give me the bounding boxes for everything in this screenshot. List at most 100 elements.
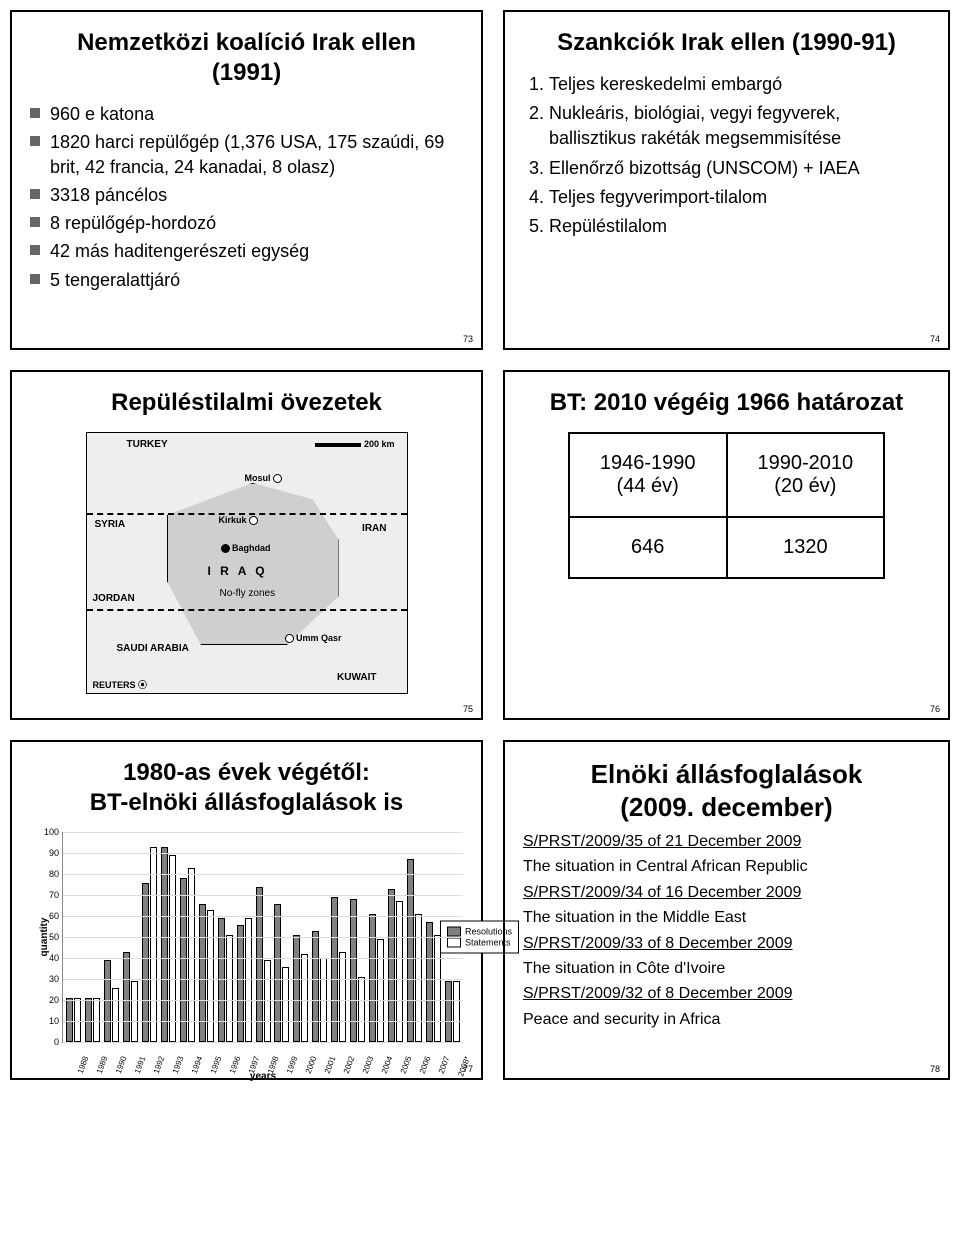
bullet-item: 8 repülőgép-hordozó [30,211,463,235]
x-tick-label: 1990 [114,1055,129,1075]
x-tick-label: 2002 [342,1055,357,1075]
map-city: Umm Qasr [285,633,342,643]
slide-title: BT: 2010 végéig 1966 határozat [523,388,930,418]
bar-statements [377,939,384,1042]
map-country-label: IRAN [362,523,386,534]
bar-resolutions [104,960,111,1042]
map-country-label: JORDAN [93,593,135,604]
y-tick-label: 0 [39,1037,59,1047]
y-tick-label: 40 [39,953,59,963]
x-tick-label: 1999 [285,1055,300,1075]
grid-line [63,937,463,938]
grid-line [63,1042,463,1043]
grid-line [63,853,463,854]
bar-statements [339,952,346,1042]
bar-resolutions [388,889,395,1042]
statement-text: The situation in Central African Republi… [523,856,930,878]
list-item: Nukleáris, biológiai, vegyi fegyverek, b… [549,101,930,151]
data-table: 1946-1990(44 év) 1990-2010(20 év) 646 13… [568,432,885,579]
bar-resolutions [123,952,130,1042]
table-row: 646 1320 [569,517,884,578]
x-tick-label: 1991 [133,1055,148,1075]
slide-title: Elnöki állásfoglalások(2009. december) [523,758,930,823]
nofly-line [87,609,407,611]
bar-statements [188,868,195,1042]
bar-statements [434,935,441,1042]
bar-resolutions [85,998,92,1042]
map-country-label: SYRIA [95,519,126,530]
x-tick-label: 1988 [76,1055,91,1075]
bar-chart: quantity years Resolutions Statements 19… [62,832,463,1043]
bar-group: 2006 [406,859,423,1042]
x-tick-label: 1996 [228,1055,243,1075]
bullet-item: 5 tengeralattjáró [30,268,463,292]
list-item: Teljes kereskedelmi embargó [549,72,930,97]
bullet-item: 3318 páncélos [30,183,463,207]
bar-group: 2000 [292,935,309,1042]
list-item: Teljes fegyverimport-tilalom [549,185,930,210]
bar-group: 1990 [103,960,120,1042]
grid-line [63,916,463,917]
bar-group: 2004 [368,914,385,1042]
slide-74: Szankciók Irak ellen (1990-91) Teljes ke… [503,10,950,350]
table-cell: 1946-1990(44 év) [569,433,727,517]
list-item: Repüléstilalom [549,214,930,239]
statement-ref[interactable]: S/PRST/2009/32 of 8 December 2009 [523,983,930,1005]
statement-ref[interactable]: S/PRST/2009/34 of 16 December 2009 [523,882,930,904]
table-cell: 1320 [727,517,885,578]
bar-statements [207,910,214,1042]
statement-list: S/PRST/2009/35 of 21 December 2009 The si… [523,831,930,1031]
bar-resolutions [237,925,244,1043]
table-cell: 1990-2010(20 év) [727,433,885,517]
x-tick-label: 1989 [95,1055,110,1075]
statement-text: The situation in the Middle East [523,907,930,929]
table-cell: 646 [569,517,727,578]
bar-statements [453,981,460,1042]
slide-75: Repüléstilalmi övezetek TURKEY 200 km SY… [10,370,483,720]
y-tick-label: 60 [39,911,59,921]
x-tick-label: 1992 [152,1055,167,1075]
bar-resolutions [369,914,376,1042]
bar-statements [74,998,81,1042]
bar-resolutions [66,998,73,1042]
bar-group: 1988 [65,998,82,1042]
bullet-item: 42 más haditengerészeti egység [30,239,463,263]
grid-line [63,979,463,980]
bar-group: 1993 [160,847,177,1042]
bar-resolutions [312,931,319,1042]
map-city: Baghdad [221,543,271,553]
bar-resolutions [293,935,300,1042]
bar-resolutions [426,922,433,1042]
x-tick-label: 2004 [380,1055,395,1075]
y-tick-label: 50 [39,932,59,942]
grid-line [63,958,463,959]
x-tick-label: 2007 [436,1055,451,1075]
map-country-label: SAUDI ARABIA [117,643,189,654]
bar-resolutions [256,887,263,1042]
slide-title: Repüléstilalmi övezetek [30,388,463,418]
grid-line [63,1000,463,1001]
bar-resolutions [445,981,452,1042]
statement-ref[interactable]: S/PRST/2009/35 of 21 December 2009 [523,831,930,853]
bar-statements [112,988,119,1043]
bar-group: 2007 [425,922,442,1042]
slide-78: Elnöki állásfoglalások(2009. december) S… [503,740,950,1080]
bar-group: 1991 [122,952,139,1042]
map-source: REUTERS ⦿ [93,678,148,691]
slide-title: Szankciók Irak ellen (1990-91) [523,28,930,58]
page-number: 76 [930,704,940,714]
bullet-item: 960 e katona [30,102,463,126]
bar-group: 2005 [387,889,404,1042]
map-country-label: TURKEY [127,439,168,450]
page-number: 74 [930,334,940,344]
grid-line [63,895,463,896]
bar-group: 1998 [255,887,272,1042]
map-country-label: KUWAIT [337,672,376,683]
map-scale: 200 km [315,439,394,449]
y-tick-label: 80 [39,869,59,879]
x-tick-label: 1994 [190,1055,205,1075]
bar-statements [264,960,271,1042]
statement-ref[interactable]: S/PRST/2009/33 of 8 December 2009 [523,933,930,955]
bar-statements [131,981,138,1042]
slide-73: Nemzetközi koalíció Irak ellen(1991) 960… [10,10,483,350]
